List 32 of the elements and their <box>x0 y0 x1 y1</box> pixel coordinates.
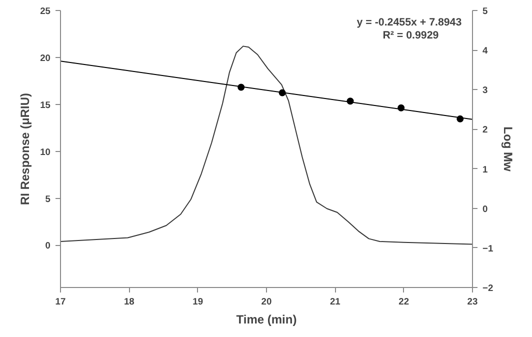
y2-tick-label: 0 <box>482 204 488 214</box>
y2-tick-label: −1 <box>482 243 494 254</box>
x-tick-label: 20 <box>261 296 272 306</box>
y2-tick-label: −2 <box>482 283 494 293</box>
y2-axis-title: Log Mw <box>501 126 516 172</box>
y-tick-label: 15 <box>40 100 51 110</box>
annotation: y = -0.2455x + 7.8943 <box>356 16 462 28</box>
y-tick-label: 25 <box>40 6 51 16</box>
y-tick-label: 10 <box>40 146 51 157</box>
y-tick-label: 20 <box>40 52 51 63</box>
y-axis-title: RI Response (μRIU) <box>18 92 32 206</box>
x-axis-title: Time (min) <box>236 312 297 326</box>
y2-tick-label: 1 <box>482 164 488 174</box>
y2-tick-label: 3 <box>482 85 488 96</box>
y2-tick-label: 5 <box>482 6 488 16</box>
point <box>456 115 464 122</box>
x-tick-label: 17 <box>55 296 66 306</box>
point <box>398 104 405 112</box>
x-tick-label: 23 <box>467 296 478 306</box>
point <box>278 89 286 96</box>
x-tick-label: 22 <box>398 296 410 306</box>
y2-tick-label: 2 <box>482 124 488 135</box>
y-tick-label: 5 <box>45 194 51 204</box>
x-tick-label: 18 <box>124 296 134 306</box>
line-series <box>60 46 472 245</box>
annotation: R² = 0.9929 <box>382 30 439 42</box>
x-tick-label: 21 <box>330 296 340 306</box>
x-tick-label: 19 <box>192 296 204 306</box>
y2-tick-label: 4 <box>482 46 488 56</box>
point <box>238 84 245 91</box>
y-tick-label: 0 <box>45 240 51 251</box>
point <box>346 98 354 105</box>
